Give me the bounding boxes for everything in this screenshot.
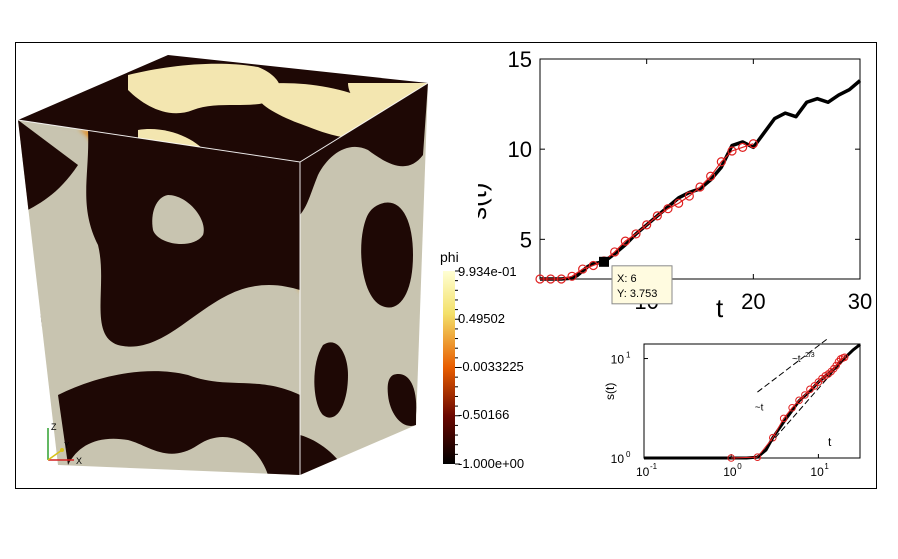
main-xlabel: t [716,293,724,323]
inset-ytick-exponent: 0 [626,450,631,459]
main-data-point [535,274,545,284]
datatip-y-text: Y: 3.753 [617,288,657,300]
figure-frame [15,42,877,489]
colorbar-label-0: 9.934e-01 [458,264,517,279]
main-data-point [684,191,694,201]
colorbar-title: phi [440,249,459,265]
inset-data-point [779,414,788,423]
colorbar-label-2: -0.0033225 [458,359,524,374]
inset-data-point [801,391,809,399]
inset-data-point [753,453,762,461]
main-data-point [706,171,716,181]
main-data-point [556,274,566,284]
main-data-point [567,271,577,281]
main-axes-box [539,58,861,280]
main-data-point [674,198,684,208]
inset-xtick-exponent: 0 [737,462,742,471]
main-ylabel: s(t) [478,182,492,220]
main-data-point [748,139,758,149]
axis-y-label: Y [64,441,70,450]
main-chart: 10203051015X: 6Y: 3.753 t s(t) [462,45,878,335]
main-xtick-label: 20 [741,289,765,314]
main-data-point [652,211,662,221]
main-plot-area: 10203051015X: 6Y: 3.753 [508,47,873,314]
main-data-point [716,157,726,167]
main-xtick-label: 30 [848,289,872,314]
inset-xtick-exponent: 1 [824,462,829,471]
inset-data-point [795,396,803,405]
main-ytick-label: 5 [520,227,532,252]
main-data-point [578,264,588,274]
inset-xtick-label: 10 [810,465,824,479]
inset-xtick-exponent: -1 [650,462,658,471]
inset-data-point [810,382,819,390]
inset-data-point [840,353,849,362]
cube-render [17,45,443,480]
colorbar-label-1: 0.49502 [458,311,505,326]
inset-data-point [788,403,796,412]
colorbar-label-3: -0.50166 [458,407,509,422]
main-data-point [642,220,652,230]
main-data-point [620,236,630,246]
axes-triad: Z Y X [40,418,90,473]
inset-data-point [727,454,735,462]
inset-annotation-exponent: 2/3 [805,352,815,359]
inset-axes-box [643,343,861,459]
colorbar-gradient [443,271,455,464]
inset-ytick-exponent: 1 [626,351,631,360]
datatip-x-text: X: 6 [617,273,637,285]
inset-xtick-label: 10 [723,465,737,479]
inset-ylabel: s(t) [603,383,617,400]
main-data-point [610,247,620,257]
main-series-line [540,79,862,281]
inset-ytick-label: 10 [611,452,625,466]
inset-xtick-label: 10 [636,465,650,479]
inset-chart: 10 -1 10 0 10 1 10 0 10 1 ~t ~t 2/3 t s(t) [600,313,870,493]
main-data-point [546,274,556,284]
main-ytick-label: 10 [508,137,532,162]
inset-guide-line [757,358,846,459]
axis-z-label: Z [51,422,57,432]
inset-ytick-label: 10 [611,353,625,367]
main-data-point [631,229,641,239]
main-data-point [663,204,673,214]
main-data-point [695,182,705,192]
main-ytick-label: 15 [508,47,532,72]
main-data-point [588,260,598,271]
datatip-box [611,265,673,305]
main-data-point [727,146,737,156]
inset-xlabel: t [828,435,832,449]
inset-annotation: ~t [792,354,801,365]
colorbar: phi 9.934e-01 0.49502 -0.0033225 -0.5016… [438,248,558,478]
inset-guide-line [757,313,861,393]
colorbar-label-4: -1.000e+00 [458,456,524,471]
inset-annotation: ~t [755,403,764,414]
main-data-point [738,142,748,152]
axis-x-label: X [76,456,82,466]
datatip-marker [599,256,609,267]
